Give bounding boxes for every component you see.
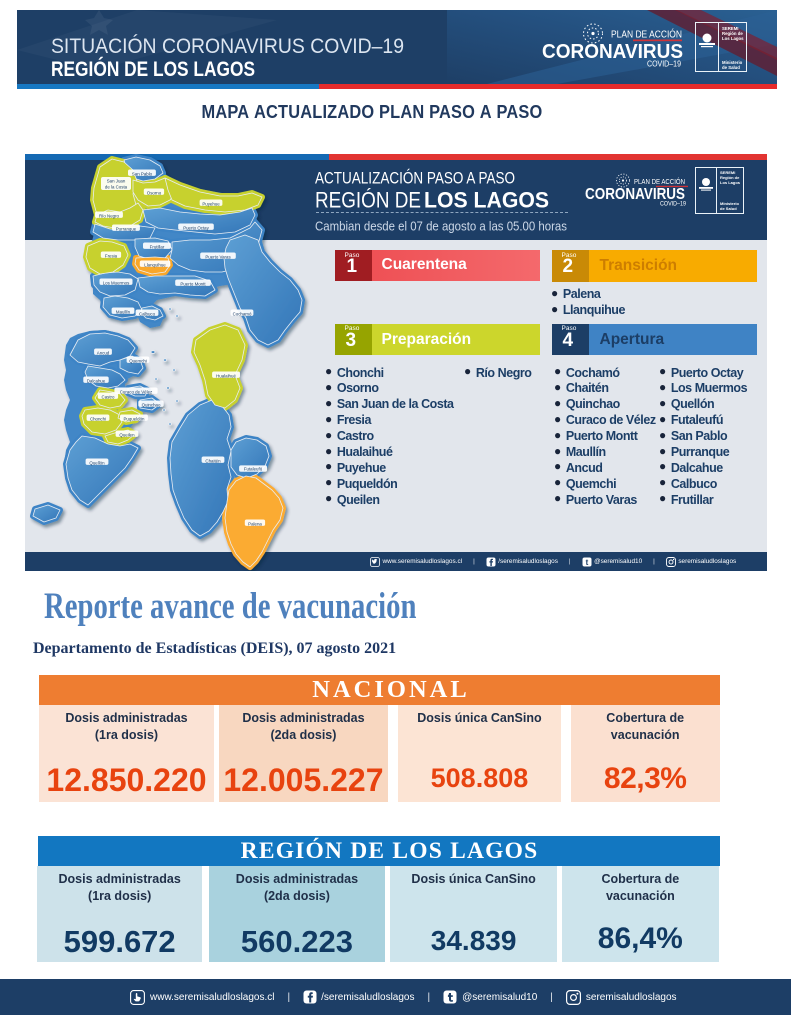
svg-text:Cambian desde el 07 de agosto: Cambian desde el 07 de agosto a las 05.0… bbox=[315, 220, 567, 234]
svg-text:t: t bbox=[585, 557, 588, 566]
svg-text:de la Costa: de la Costa bbox=[105, 185, 128, 190]
svg-text:Puerto Varas: Puerto Varas bbox=[205, 255, 231, 260]
svg-text:PLAN DE ACCIÓN: PLAN DE ACCIÓN bbox=[611, 28, 682, 41]
svg-text:CORONAVIRUS: CORONAVIRUS bbox=[585, 186, 685, 203]
svg-text:San Pablo: San Pablo bbox=[132, 172, 153, 177]
svg-text:COVID–19: COVID–19 bbox=[660, 201, 686, 208]
svg-text:Los Muermos: Los Muermos bbox=[103, 281, 130, 286]
svg-text:REGIÓN DE: REGIÓN DE bbox=[315, 188, 421, 213]
svg-text:Chaitén: Chaitén bbox=[205, 459, 221, 464]
svg-text:Quellón: Quellón bbox=[89, 461, 105, 466]
svg-text:Purranque: Purranque bbox=[116, 227, 137, 232]
svg-text:Puerto Montt: Puerto Montt bbox=[180, 282, 206, 287]
svg-text:Frutillar: Frutillar bbox=[150, 245, 165, 250]
svg-text:CORONAVIRUS: CORONAVIRUS bbox=[542, 41, 683, 63]
svg-text:Maullín: Maullín bbox=[116, 310, 131, 315]
svg-text:Fresia: Fresia bbox=[105, 254, 118, 259]
svg-text:Calbuco: Calbuco bbox=[139, 312, 156, 317]
svg-text:Queilen: Queilen bbox=[119, 433, 135, 438]
svg-text:Osorno: Osorno bbox=[147, 191, 162, 196]
svg-text:PLAN DE ACCIÓN: PLAN DE ACCIÓN bbox=[634, 177, 685, 186]
svg-text:Dalcahue: Dalcahue bbox=[87, 379, 106, 384]
svg-text:LOS LAGOS: LOS LAGOS bbox=[424, 188, 549, 213]
svg-text:REGIÓN DE LOS LAGOS: REGIÓN DE LOS LAGOS bbox=[51, 56, 255, 81]
svg-text:Curaco de Vélez: Curaco de Vélez bbox=[120, 390, 152, 395]
svg-text:SITUACIÓN CORONAVIRUS COVID–19: SITUACIÓN CORONAVIRUS COVID–19 bbox=[51, 35, 404, 58]
svg-text:Palena: Palena bbox=[248, 522, 262, 527]
svg-text:Hualaihué: Hualaihué bbox=[216, 374, 236, 379]
svg-text:Río Negro: Río Negro bbox=[99, 214, 120, 219]
svg-text:Quemchi: Quemchi bbox=[129, 359, 147, 364]
svg-text:Puyehue: Puyehue bbox=[202, 202, 220, 207]
svg-text:COVID–19: COVID–19 bbox=[647, 59, 681, 69]
svg-text:Castro: Castro bbox=[102, 395, 115, 400]
svg-text:Puerto Octay: Puerto Octay bbox=[183, 226, 209, 231]
svg-text:Chonchi: Chonchi bbox=[90, 417, 106, 422]
svg-text:Ancud: Ancud bbox=[97, 351, 110, 356]
svg-text:Llanquihue: Llanquihue bbox=[144, 263, 166, 268]
svg-text:Cochamó: Cochamó bbox=[233, 312, 252, 317]
svg-text:Futaleufú: Futaleufú bbox=[244, 467, 263, 472]
svg-text:San Juan: San Juan bbox=[107, 179, 126, 184]
svg-text:Quinchao: Quinchao bbox=[142, 403, 161, 408]
svg-text:ACTUALIZACIÓN PASO A PASO: ACTUALIZACIÓN PASO A PASO bbox=[315, 169, 515, 188]
svg-text:Puqueldón: Puqueldón bbox=[124, 417, 146, 422]
